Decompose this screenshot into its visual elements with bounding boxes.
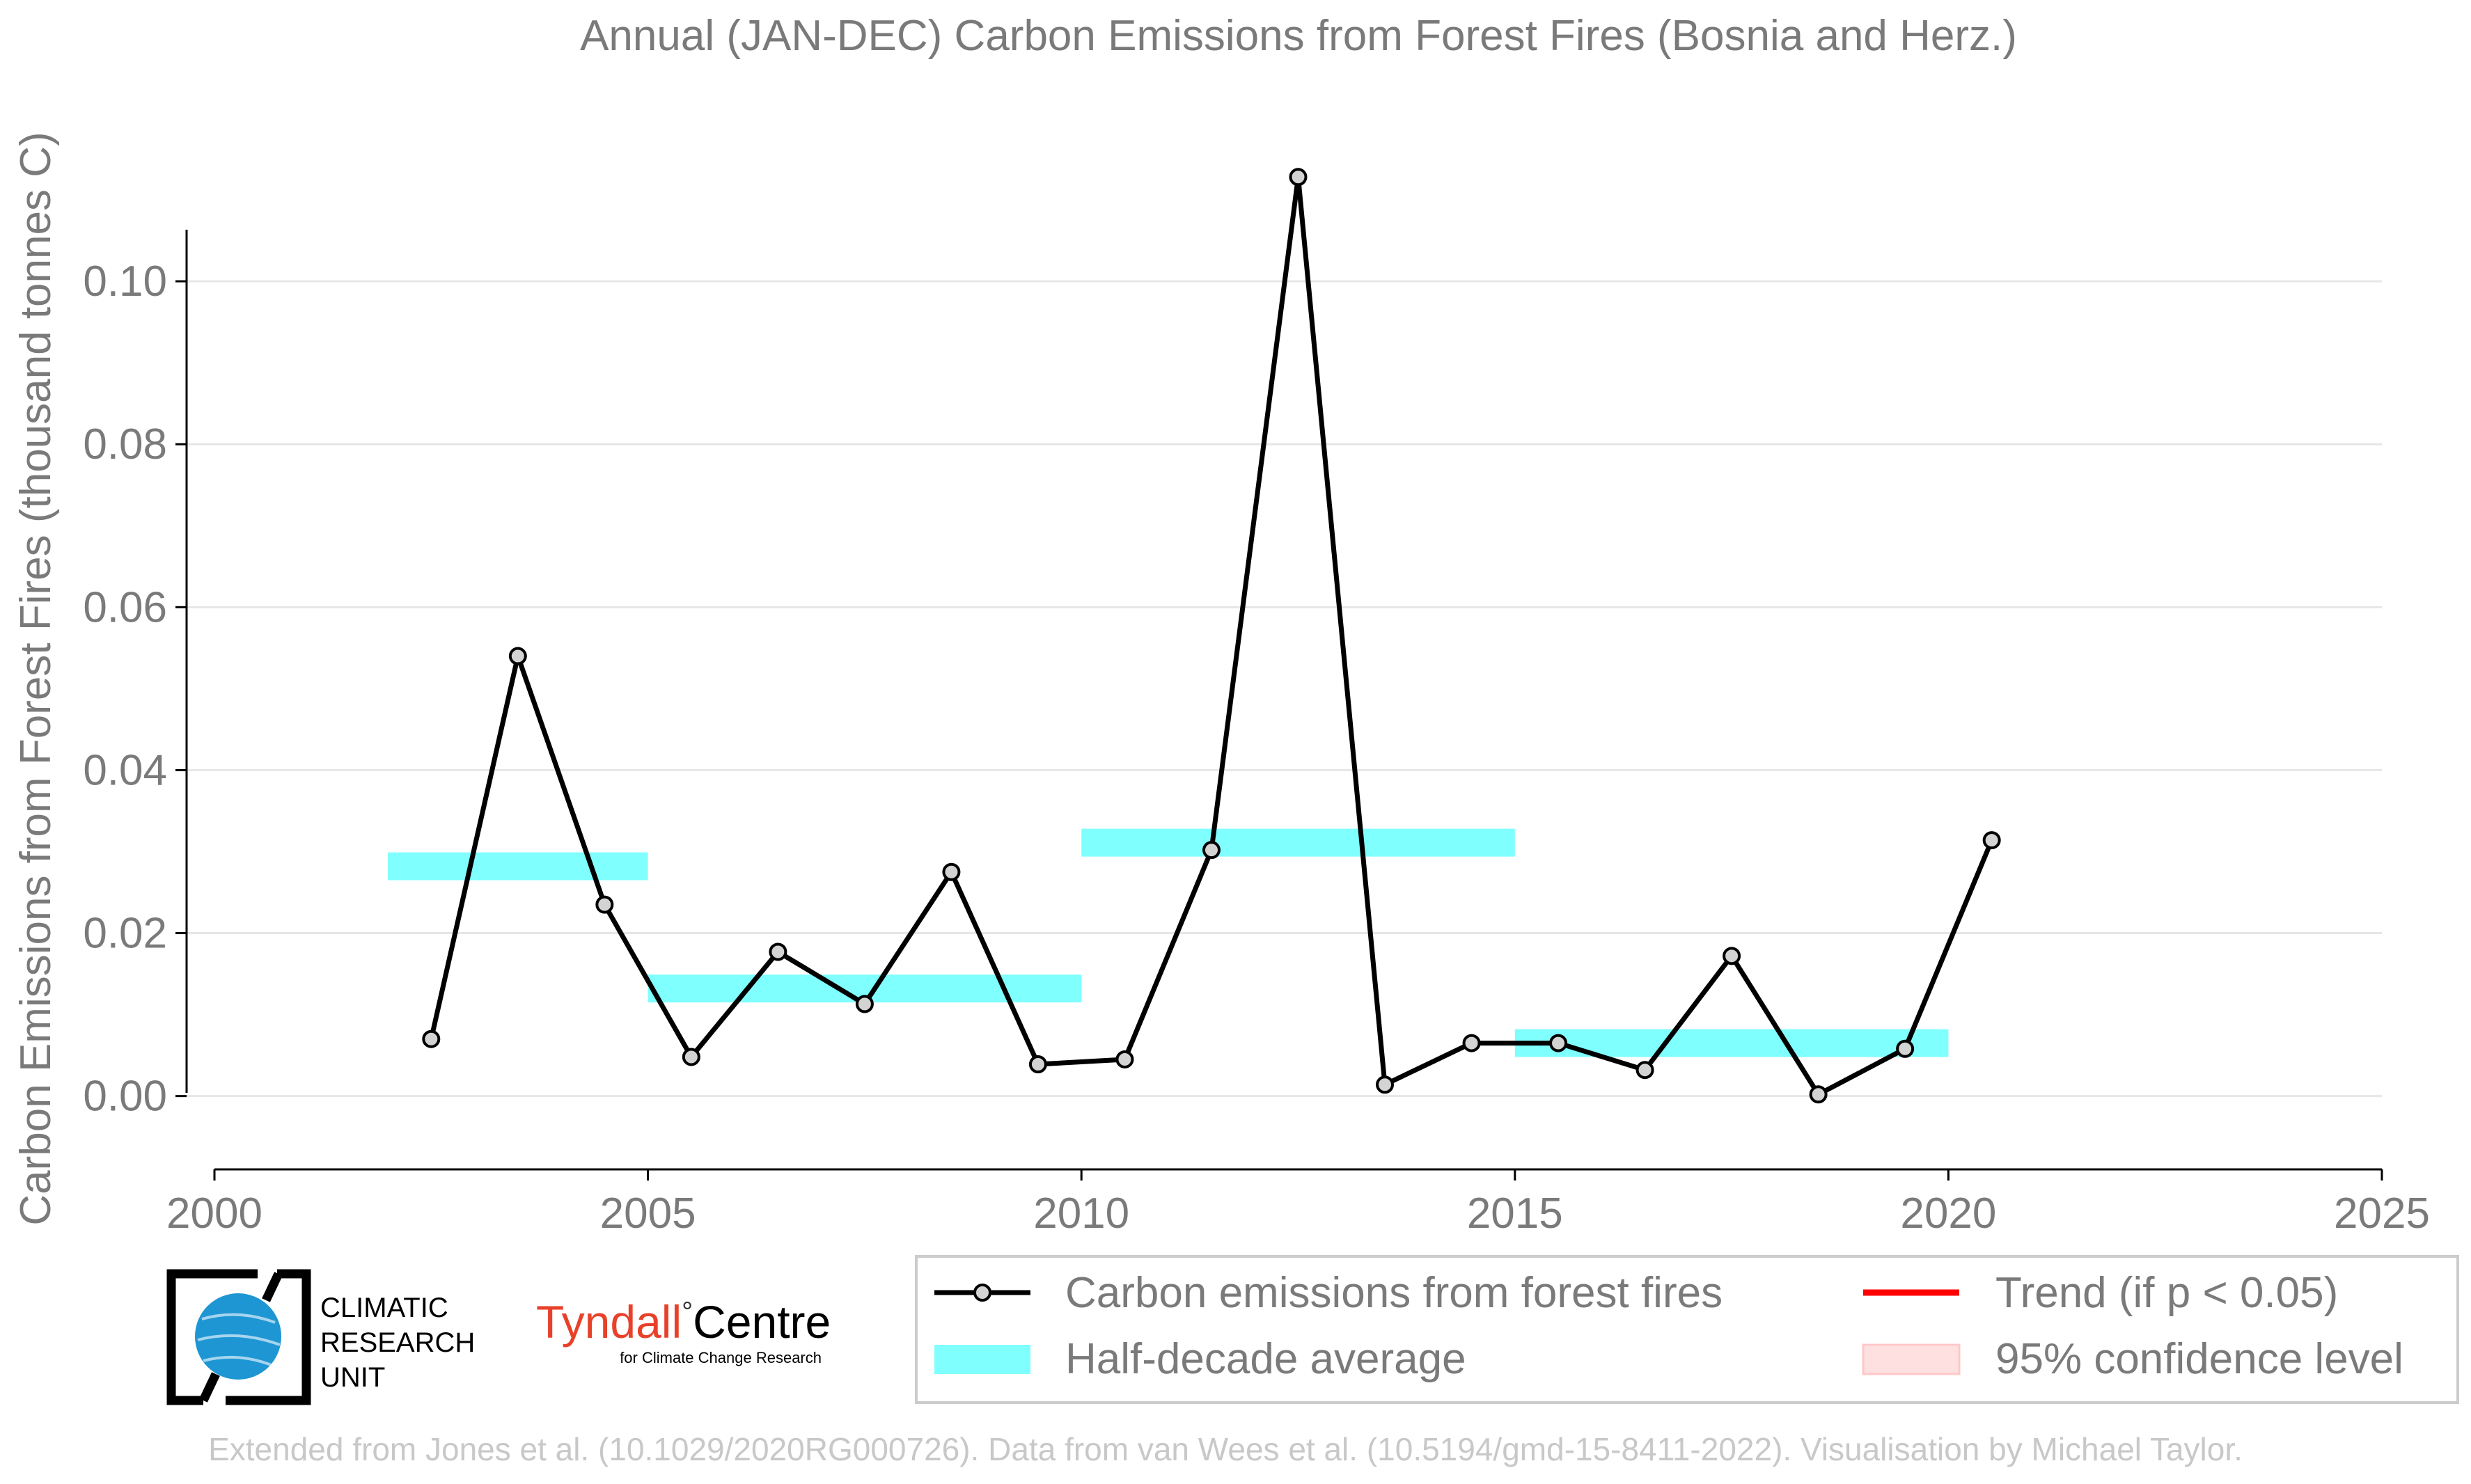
data-point <box>1289 168 1308 187</box>
legend-label-trend: Trend (if p < 0.05) <box>1995 1269 2338 1317</box>
tyndall-centre-text: Centre <box>693 1296 831 1348</box>
chart-title: Annual (JAN-DEC) Carbon Emissions from F… <box>580 12 2017 60</box>
data-point <box>1462 1034 1481 1052</box>
data-point <box>1549 1034 1568 1052</box>
half-decade-bar <box>1081 828 1515 857</box>
y-tick-label: 0.02 <box>83 910 167 958</box>
cru-frame-right <box>226 1269 311 1405</box>
cru-frame-slash-top <box>262 1272 283 1302</box>
x-tick-label: 2015 <box>1467 1190 1563 1238</box>
y-tick-label: 0.00 <box>83 1073 167 1121</box>
y-axis-label: Carbon Emissions from Forest Fires (thou… <box>12 132 60 1225</box>
data-point <box>1723 947 1741 965</box>
data-point <box>1028 1055 1047 1073</box>
legend-label-confidence: 95% confidence level <box>1995 1335 2403 1383</box>
y-ticks: 0.00 0.02 0.04 0.06 0.08 0.10 <box>83 258 187 1121</box>
legend-label-half-decade: Half-decade average <box>1065 1335 1466 1383</box>
data-point <box>1202 841 1221 860</box>
tyndall-degree: ° <box>682 1297 693 1327</box>
half-decade-bands <box>388 828 1949 1057</box>
data-point <box>1896 1039 1915 1058</box>
y-tick-label: 0.06 <box>83 583 167 631</box>
data-point <box>1115 1050 1134 1068</box>
series-line <box>428 174 1994 1097</box>
half-decade-bar <box>388 852 648 881</box>
cru-line-2: RESEARCH <box>320 1327 475 1358</box>
y-tick-label: 0.04 <box>83 746 167 794</box>
axes <box>185 230 2382 1171</box>
x-tick-label: 2000 <box>166 1190 262 1238</box>
legend: Carbon emissions from forest fires Trend… <box>915 1255 2459 1404</box>
gridlines <box>187 280 2382 1098</box>
cru-frame-slash-bottom <box>199 1372 220 1403</box>
legend-box <box>915 1255 2459 1404</box>
data-point <box>769 942 787 961</box>
globe-lines <box>197 1313 281 1367</box>
data-point <box>1982 831 2001 850</box>
tyndall-name: Tyndall <box>536 1296 682 1348</box>
tyndall-subtitle: for Climate Change Research <box>620 1349 822 1366</box>
legend-label-emissions: Carbon emissions from forest fires <box>1065 1269 1723 1317</box>
x-tick-label: 2020 <box>1900 1190 1996 1238</box>
legend-swatch-confidence <box>1862 1343 1961 1375</box>
cru-line-3: UNIT <box>320 1362 385 1393</box>
emissions-series <box>422 168 2001 1104</box>
y-tick-label: 0.10 <box>83 258 167 306</box>
data-point <box>682 1048 700 1066</box>
footer-credit: Extended from Jones et al. (10.1029/2020… <box>208 1431 2243 1467</box>
cru-logo: CLIMATIC RESEARCH UNIT <box>166 1269 475 1405</box>
x-tick-label: 2010 <box>1033 1190 1129 1238</box>
data-point <box>1809 1085 1828 1104</box>
data-point <box>1376 1075 1395 1094</box>
data-point <box>595 895 614 914</box>
legend-swatch-emissions-marker <box>973 1284 991 1302</box>
data-point <box>1635 1061 1654 1080</box>
cru-frame-left <box>166 1269 258 1405</box>
tyndall-wordmark: Tyndall°Centre <box>536 1296 831 1348</box>
x-tick-label: 2005 <box>600 1190 696 1238</box>
half-decade-bar <box>1514 1029 1949 1057</box>
data-point <box>422 1029 441 1048</box>
tyndall-logo: Tyndall°Centre for Climate Change Resear… <box>536 1296 831 1366</box>
data-point <box>508 647 527 665</box>
legend-swatch-half-decade <box>934 1345 1030 1374</box>
x-ticks: 2000 2005 2010 2015 2020 2025 <box>166 1169 2430 1238</box>
data-point <box>942 862 961 881</box>
y-tick-label: 0.08 <box>83 420 167 468</box>
x-tick-label: 2025 <box>2334 1190 2430 1238</box>
data-point <box>855 995 874 1013</box>
cru-line-1: CLIMATIC <box>320 1293 448 1323</box>
